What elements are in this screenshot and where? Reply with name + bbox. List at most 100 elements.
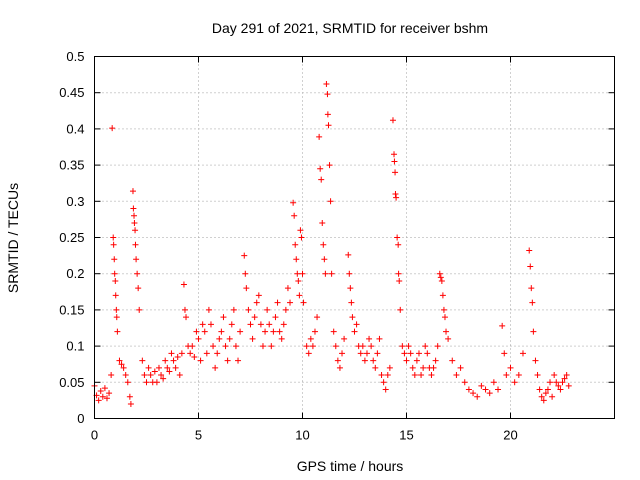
data-point <box>168 350 175 357</box>
data-point <box>151 368 158 375</box>
data-point <box>259 343 266 350</box>
data-point <box>411 372 418 379</box>
data-point <box>210 343 217 350</box>
data-point <box>441 314 448 321</box>
data-point <box>507 364 514 371</box>
data-point <box>199 321 206 328</box>
data-point <box>368 343 375 350</box>
data-point <box>290 199 297 206</box>
data-point <box>418 372 425 379</box>
data-point <box>242 270 249 277</box>
data-point <box>298 234 305 241</box>
data-point <box>309 343 316 350</box>
data-point <box>276 328 283 335</box>
data-point <box>270 328 277 335</box>
x-tick-label: 5 <box>195 428 202 443</box>
y-tick-label: 0.4 <box>66 121 84 136</box>
data-point <box>519 350 526 357</box>
data-point <box>131 220 138 227</box>
data-point <box>113 306 120 313</box>
data-point <box>499 322 506 329</box>
data-point <box>474 393 481 400</box>
data-point <box>230 306 237 313</box>
data-point <box>303 343 310 350</box>
data-point <box>255 292 262 299</box>
y-tick-label: 0.25 <box>59 230 84 245</box>
data-point <box>292 241 299 248</box>
chart-title: Day 291 of 2021, SRMTID for receiver bsh… <box>212 20 488 36</box>
data-point <box>395 270 402 277</box>
data-point <box>434 343 441 350</box>
x-tick-label: 10 <box>295 428 309 443</box>
data-point <box>127 401 134 408</box>
data-point <box>158 372 165 379</box>
data-point <box>232 343 239 350</box>
data-point <box>166 368 173 375</box>
data-point <box>274 299 281 306</box>
data-point <box>465 386 472 393</box>
data-point <box>319 220 326 227</box>
data-point <box>553 379 560 386</box>
data-point <box>443 328 450 335</box>
data-point <box>257 321 264 328</box>
data-point <box>178 350 185 357</box>
data-point <box>299 270 306 277</box>
data-point <box>95 397 102 404</box>
data-point <box>226 335 233 342</box>
data-point <box>396 277 403 284</box>
data-point <box>547 379 554 386</box>
data-point <box>403 357 410 364</box>
data-point <box>287 299 294 306</box>
data-point <box>529 299 536 306</box>
data-point <box>482 386 489 393</box>
data-point <box>372 364 379 371</box>
data-point <box>391 158 398 165</box>
data-point <box>101 385 108 392</box>
data-point <box>317 165 324 172</box>
data-point <box>111 256 118 263</box>
data-point <box>145 364 152 371</box>
data-point <box>195 335 202 342</box>
data-point <box>449 357 456 364</box>
data-point <box>170 357 177 364</box>
data-point <box>359 343 366 350</box>
data-point <box>136 306 143 313</box>
data-point <box>336 364 343 371</box>
data-point <box>328 270 335 277</box>
data-point <box>322 270 329 277</box>
data-point <box>542 390 549 397</box>
data-point <box>440 306 447 313</box>
data-point <box>197 357 204 364</box>
data-point <box>99 393 106 400</box>
data-point <box>155 364 162 371</box>
y-tick-label: 0.35 <box>59 158 84 173</box>
data-point <box>461 379 468 386</box>
data-point <box>565 382 572 389</box>
data-point <box>294 270 301 277</box>
y-tick-label: 0.5 <box>66 49 84 64</box>
data-point <box>334 357 341 364</box>
data-point <box>391 151 398 158</box>
data-point <box>316 133 323 140</box>
data-point <box>207 321 214 328</box>
data-point <box>108 372 115 379</box>
data-point <box>111 270 118 277</box>
x-tick-label: 15 <box>399 428 413 443</box>
data-point <box>478 382 485 389</box>
data-point <box>106 390 113 397</box>
data-point <box>326 162 333 169</box>
data-point <box>561 375 568 382</box>
data-point <box>351 328 358 335</box>
data-point <box>314 314 321 321</box>
data-point <box>247 321 254 328</box>
data-point <box>162 357 169 364</box>
data-point <box>218 328 225 335</box>
data-point <box>191 353 198 360</box>
data-point <box>295 277 302 284</box>
data-point <box>409 364 416 371</box>
data-point <box>264 306 271 313</box>
data-point <box>180 281 187 288</box>
data-point <box>470 390 477 397</box>
data-point <box>235 357 242 364</box>
data-point <box>511 379 518 386</box>
